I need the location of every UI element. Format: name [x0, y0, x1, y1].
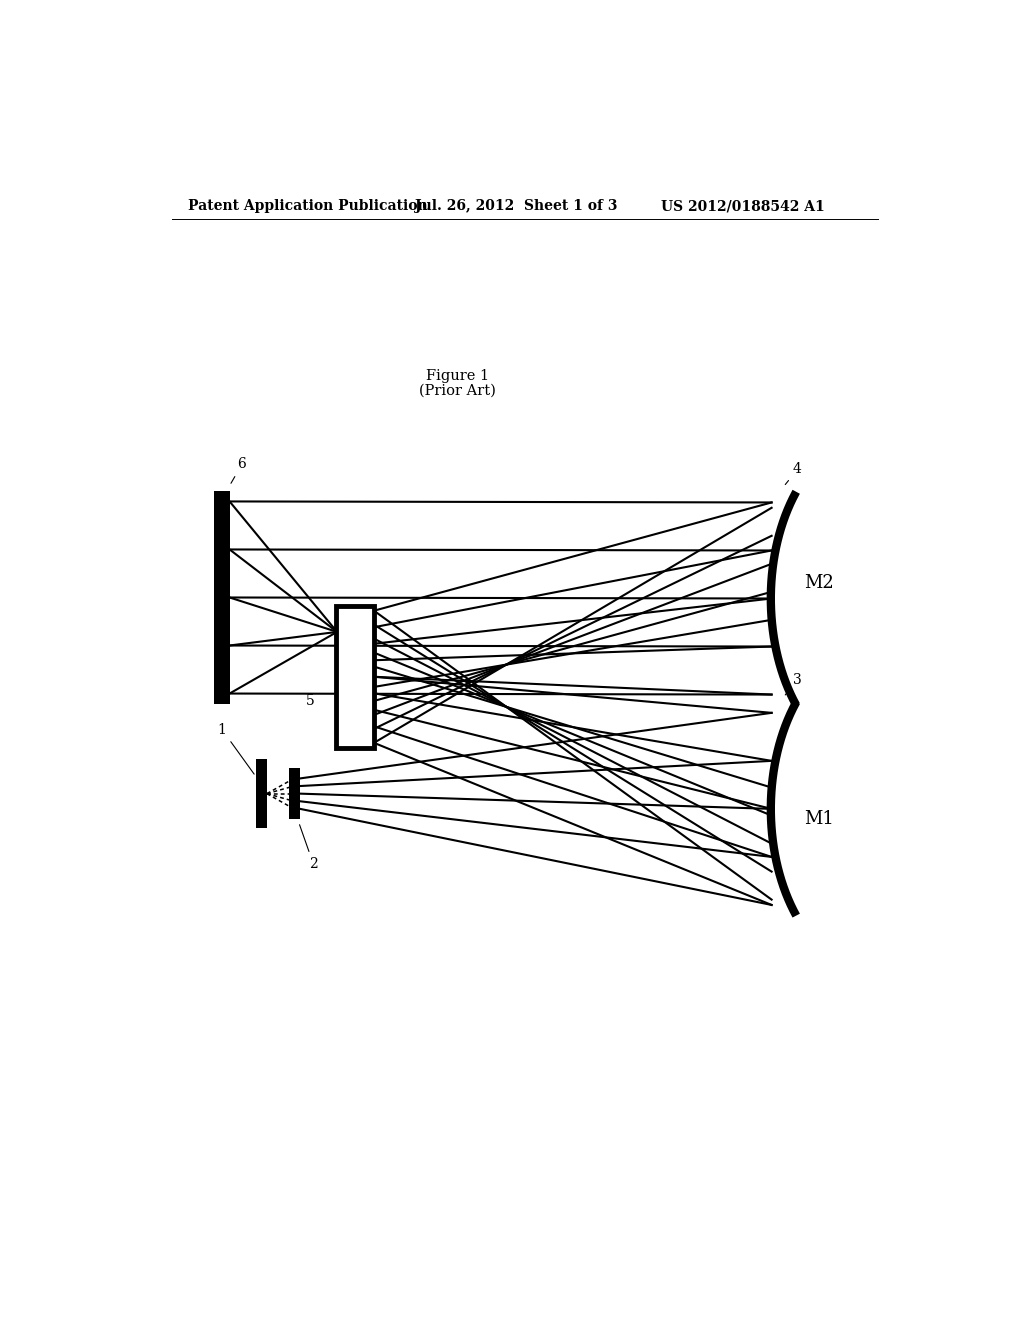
- Bar: [336, 606, 374, 748]
- Bar: [214, 491, 229, 704]
- Text: 4: 4: [785, 462, 802, 484]
- Text: Jul. 26, 2012  Sheet 1 of 3: Jul. 26, 2012 Sheet 1 of 3: [416, 199, 617, 213]
- Text: M1: M1: [804, 810, 834, 828]
- Text: M2: M2: [804, 574, 834, 593]
- Text: 2: 2: [300, 825, 317, 871]
- Text: 1: 1: [218, 722, 254, 774]
- Bar: [256, 759, 267, 828]
- Text: Figure 1: Figure 1: [426, 368, 488, 383]
- Text: 6: 6: [231, 458, 246, 483]
- Text: Patent Application Publication: Patent Application Publication: [187, 199, 427, 213]
- Text: US 2012/0188542 A1: US 2012/0188542 A1: [662, 199, 825, 213]
- Text: 3: 3: [785, 673, 802, 694]
- Bar: [289, 768, 300, 818]
- Text: 5: 5: [306, 694, 314, 709]
- Text: (Prior Art): (Prior Art): [419, 384, 496, 399]
